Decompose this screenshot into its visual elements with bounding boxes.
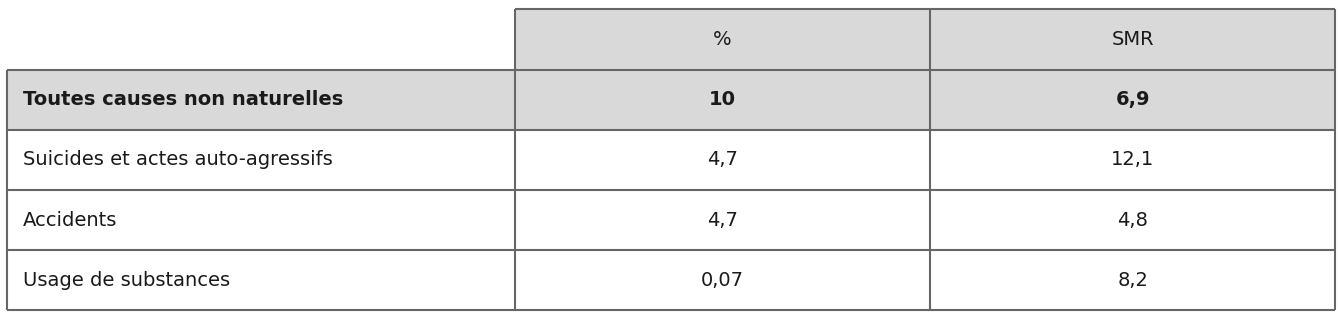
Text: %: % — [713, 30, 732, 49]
Text: 4,7: 4,7 — [706, 150, 739, 169]
Text: 12,1: 12,1 — [1111, 150, 1155, 169]
Bar — [930, 190, 1335, 250]
Text: 4,8: 4,8 — [1117, 211, 1148, 230]
Text: Toutes causes non naturelles: Toutes causes non naturelles — [23, 90, 343, 109]
Bar — [515, 70, 930, 130]
Text: 10: 10 — [709, 90, 736, 109]
Text: Accidents: Accidents — [23, 211, 118, 230]
Bar — [7, 70, 515, 130]
Bar — [7, 250, 515, 310]
Bar — [515, 190, 930, 250]
Bar — [7, 130, 515, 190]
Bar — [930, 70, 1335, 130]
Text: Usage de substances: Usage de substances — [23, 271, 230, 290]
Bar — [930, 250, 1335, 310]
Bar — [515, 250, 930, 310]
Bar — [7, 190, 515, 250]
Bar — [7, 9, 515, 70]
Text: 6,9: 6,9 — [1116, 90, 1149, 109]
Text: 8,2: 8,2 — [1117, 271, 1148, 290]
Bar — [930, 130, 1335, 190]
Text: SMR: SMR — [1112, 30, 1153, 49]
Bar — [515, 9, 930, 70]
Text: Suicides et actes auto-agressifs: Suicides et actes auto-agressifs — [23, 150, 333, 169]
Text: 0,07: 0,07 — [701, 271, 744, 290]
Text: 4,7: 4,7 — [706, 211, 739, 230]
Bar — [930, 9, 1335, 70]
Bar — [515, 130, 930, 190]
